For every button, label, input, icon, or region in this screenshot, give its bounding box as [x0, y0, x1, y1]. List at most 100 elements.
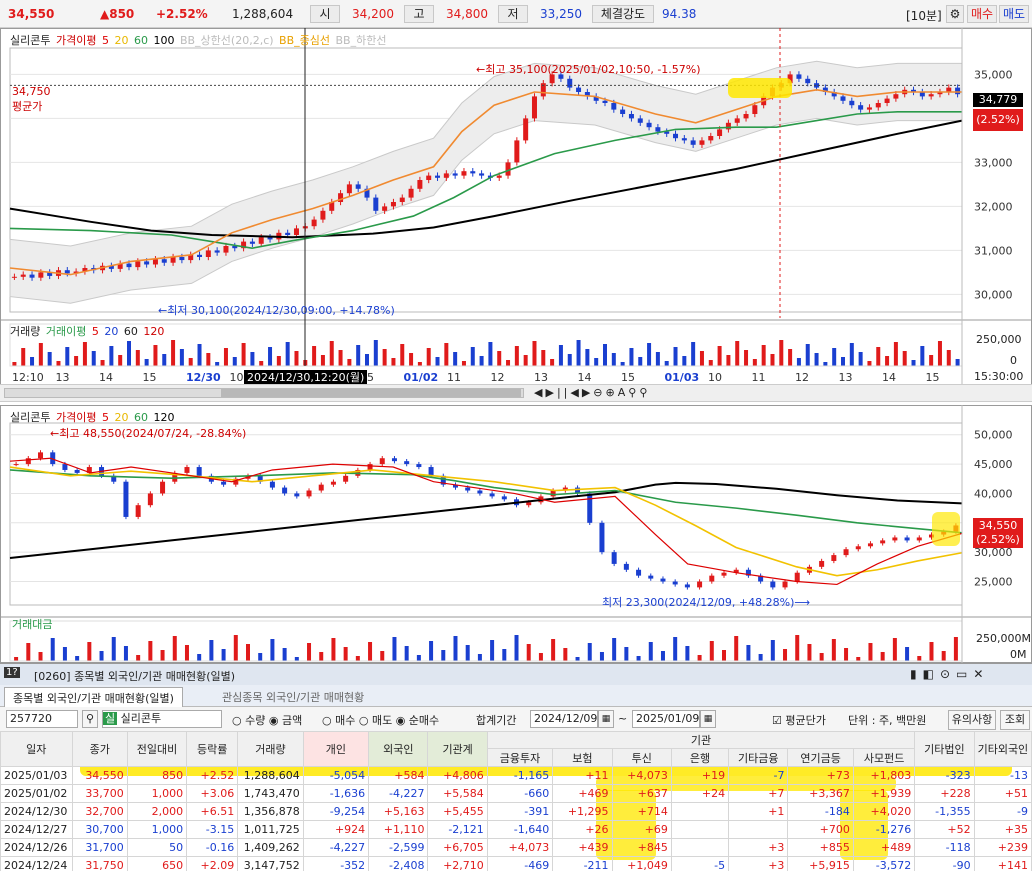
candle — [805, 78, 811, 84]
chart-scrollbar[interactable] — [4, 388, 524, 398]
period-selector[interactable]: [10분] — [906, 9, 942, 23]
col-header[interactable]: 기관계 — [427, 731, 488, 767]
font-icon[interactable]: A — [617, 386, 629, 399]
step-back-icon[interactable]: ◀ — [570, 386, 582, 399]
radio-qty[interactable]: 수량 — [245, 714, 266, 727]
col-header[interactable]: 일자 — [0, 731, 73, 767]
table-row[interactable]: 2024/12/27 30,700 1,000 -3.15 1,011,725 +924 +… — [0, 820, 1032, 839]
candle — [526, 502, 532, 506]
table-cell: 1,409,262 — [237, 838, 304, 857]
search-icon[interactable]: ⚲ — [628, 386, 640, 399]
daily-legend-ma-label: 가격이평 — [55, 411, 97, 424]
find-icon[interactable]: ⚲ — [639, 386, 651, 399]
col-header[interactable]: 개인 — [302, 731, 370, 767]
tab-watchlist[interactable]: 관심종목 외국인/기관 매매현황 — [222, 691, 365, 704]
volume-bar — [87, 642, 92, 661]
candle — [269, 481, 275, 488]
radio-amount[interactable]: 금액 — [281, 714, 303, 727]
calendar-icon[interactable]: ▦ — [700, 710, 716, 728]
col-header[interactable]: 금융투자 — [486, 748, 554, 767]
step-forward-icon[interactable]: ▶ — [581, 386, 594, 399]
col-header[interactable]: 거래량 — [237, 731, 304, 767]
radio-net[interactable]: 순매수 — [408, 714, 440, 727]
calendar-icon[interactable]: ▦ — [598, 710, 614, 728]
table-row[interactable]: 2024/12/24 31,750 650 +2.09 3,147,752 -352 -2,… — [0, 856, 1032, 871]
col-header[interactable]: 사모펀드 — [852, 748, 916, 767]
table-cell: -3.15 — [186, 820, 239, 839]
col-header[interactable]: 기타외국인 — [973, 731, 1032, 767]
intraday-chart[interactable]: 30,00031,00032,00033,00034,00035,00012:1… — [0, 28, 1032, 401]
date-to-input[interactable]: 2025/01/09 — [632, 710, 700, 728]
col-header[interactable]: 외국인 — [368, 731, 429, 767]
volume-bar — [127, 341, 131, 366]
col-header[interactable]: 등락률 — [186, 731, 239, 767]
col-header[interactable]: 은행 — [670, 748, 730, 767]
legend-ma60: 60 — [133, 34, 148, 47]
table-row[interactable]: 2024/12/26 31,700 50 -0.16 1,409,262 -4,227 -2… — [0, 838, 1032, 857]
tab-daily[interactable]: 종목별 외국인/기관 매매현황(일별) — [4, 687, 183, 707]
volume-bar — [373, 340, 378, 366]
candle — [38, 452, 44, 459]
sell-button[interactable]: 매도 — [999, 5, 1029, 23]
zoom-out-icon[interactable]: ⊖ — [593, 386, 606, 399]
quote-header: 34,550 ▲850 +2.52% 1,288,604 시 34,200 고 … — [0, 0, 1032, 28]
radio-side-group[interactable]: ○ 매수 ○ 매도 ◉ 순매수 — [322, 714, 440, 727]
table-cell: +4,073 — [486, 838, 554, 857]
x-tick-label: 14 — [882, 371, 896, 384]
high-annotation: ←최고 35,100(2025/01/02,10:50, -1.57%) — [476, 63, 701, 76]
volume-bar — [587, 643, 592, 661]
candle — [257, 475, 263, 482]
volume-bar — [920, 346, 925, 366]
col-header[interactable]: 연기금등 — [787, 748, 854, 767]
volume-value: 1,288,604 — [232, 7, 294, 21]
candle — [794, 572, 800, 582]
candle — [108, 265, 114, 269]
volume-tick-zero: 0 — [1010, 354, 1017, 367]
table-row[interactable]: 2024/12/30 32,700 2,000 +6.51 1,356,878 -9,25… — [0, 802, 1032, 821]
pause-icon[interactable]: || — [556, 386, 571, 399]
zoom-in-icon[interactable]: ⊕ — [605, 386, 618, 399]
col-header[interactable]: 투신 — [611, 748, 672, 767]
table-cell: -660 — [486, 784, 554, 803]
table-cell: -2,599 — [368, 838, 429, 857]
avg-price-checkbox[interactable]: ☑ 평균단가 — [772, 714, 826, 727]
table-row[interactable]: 2025/01/02 33,700 1,000 +3.06 1,743,470 -1,63… — [0, 784, 1032, 803]
volume-bar — [636, 656, 641, 661]
col-header[interactable]: 종가 — [71, 731, 128, 767]
candle — [725, 122, 731, 130]
candle — [73, 271, 79, 274]
table-cell: 1,011,725 — [237, 820, 304, 839]
table-cell: +3,367 — [787, 784, 854, 803]
radio-qty-group[interactable]: ○ 수량 ◉ 금액 — [232, 714, 303, 727]
ma60-line — [9, 111, 962, 250]
scroll-left-icon[interactable]: ◀ — [534, 386, 546, 399]
volume-bar — [100, 360, 105, 366]
gear-icon[interactable]: ⚙ — [946, 5, 964, 23]
radio-sell[interactable]: 매도 — [371, 714, 393, 727]
window-controls[interactable]: ▮◧⊙▭✕ — [910, 667, 990, 681]
col-header[interactable]: 기타금융 — [728, 748, 789, 767]
toolbar-buttons[interactable]: ◀▶||◀▶⊖⊕A⚲⚲ — [534, 386, 650, 399]
search-icon[interactable]: ⚲ — [82, 710, 98, 728]
table-cell: 1,288,604 — [237, 766, 304, 785]
notice-button[interactable]: 유의사항 — [948, 710, 996, 730]
volume-bar — [382, 349, 387, 366]
col-header[interactable]: 보험 — [552, 748, 613, 767]
table-cell: -9 — [973, 802, 1032, 821]
table-cell: +845 — [611, 838, 672, 857]
col-header[interactable]: 기타법인 — [914, 731, 975, 767]
buy-button[interactable]: 매수 — [967, 5, 997, 23]
query-button[interactable]: 조회 — [1000, 710, 1030, 730]
stock-code-input[interactable]: 257720 — [6, 710, 78, 728]
volume-bar — [788, 349, 793, 366]
radio-buy[interactable]: 매수 — [335, 714, 356, 727]
col-header[interactable]: 전일대비 — [126, 731, 188, 767]
table-cell: 850 — [126, 766, 188, 785]
volume-bar — [453, 352, 458, 366]
date-from-input[interactable]: 2024/12/09 — [530, 710, 598, 728]
volume-bar — [550, 359, 555, 366]
table-row[interactable]: 2025/01/03 34,550 850 +2.52 1,288,604 -5,054 +… — [0, 766, 1032, 785]
scrollbar-thumb[interactable] — [221, 389, 521, 397]
scroll-right-icon[interactable]: ▶ — [545, 386, 557, 399]
